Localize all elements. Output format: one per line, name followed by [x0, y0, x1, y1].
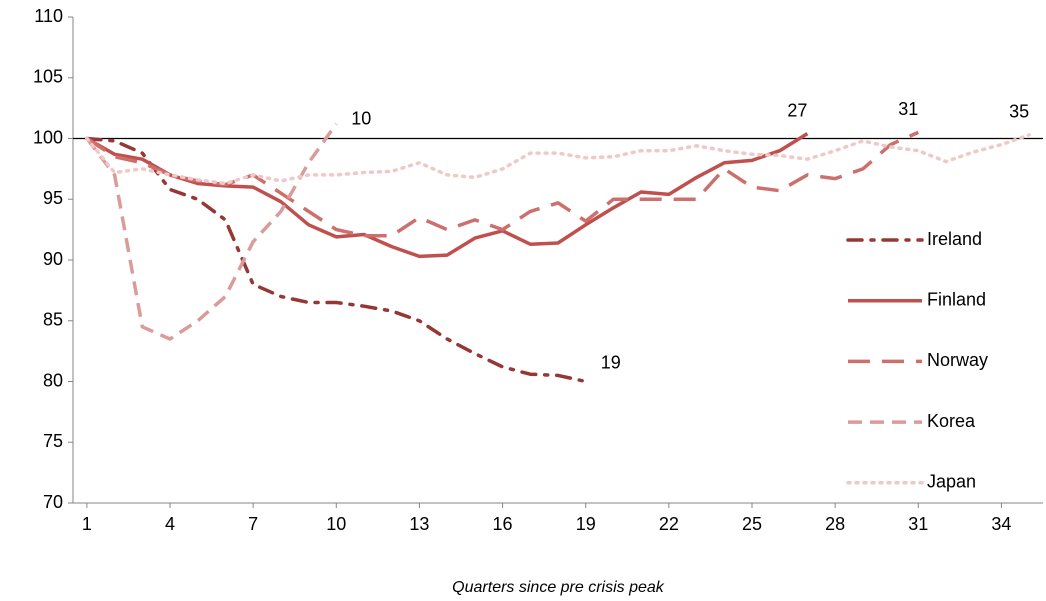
x-axis-label: Quarters since pre crisis peak — [452, 579, 665, 596]
y-tick-label: 100 — [33, 127, 63, 147]
x-tick-label: 28 — [825, 514, 845, 534]
x-tick-label: 1 — [82, 514, 92, 534]
annotation: 35 — [1009, 102, 1029, 122]
y-tick-label: 110 — [34, 6, 63, 26]
legend-label: Finland — [927, 289, 986, 309]
y-tick-label: 90 — [43, 249, 63, 269]
series-line — [85, 133, 1031, 186]
x-tick-label: 22 — [659, 514, 679, 534]
x-tick-label: 34 — [991, 514, 1011, 534]
annotation: 31 — [898, 99, 918, 119]
x-tick-label: 13 — [409, 514, 429, 534]
annotation: 10 — [351, 109, 371, 129]
series-line — [86, 132, 809, 259]
x-tick-label: 16 — [493, 514, 513, 534]
series-line — [85, 136, 588, 384]
y-tick-label: 70 — [43, 492, 63, 512]
annotation: 19 — [601, 352, 621, 372]
x-tick-label: 31 — [908, 514, 928, 534]
y-tick-label: 105 — [33, 67, 63, 87]
series-line — [85, 122, 338, 341]
legend-label: Korea — [927, 411, 976, 431]
y-tick-label: 85 — [43, 310, 63, 330]
legend-label: Japan — [927, 472, 976, 492]
y-tick-label: 95 — [43, 188, 63, 208]
x-tick-label: 7 — [248, 514, 258, 534]
annotation: 27 — [787, 100, 807, 120]
legend-label: Norway — [927, 350, 988, 370]
x-tick-label: 4 — [165, 514, 175, 534]
legend-label: Ireland — [927, 229, 982, 249]
y-tick-label: 75 — [43, 431, 63, 451]
x-tick-label: 10 — [326, 514, 346, 534]
y-tick-label: 80 — [43, 370, 63, 390]
series-line — [85, 130, 920, 238]
x-tick-label: 25 — [742, 514, 762, 534]
x-tick-label: 19 — [576, 514, 596, 534]
